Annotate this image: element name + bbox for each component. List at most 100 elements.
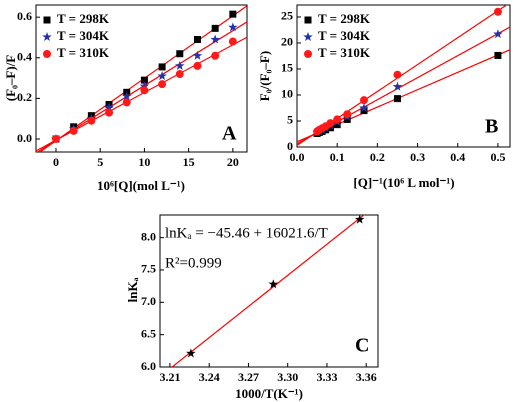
marker <box>359 96 368 105</box>
marker <box>493 29 503 39</box>
y-tick-label: 0.2 <box>17 90 32 104</box>
y-tick-label: 15 <box>281 61 293 75</box>
marker <box>360 107 368 115</box>
marker <box>186 348 196 358</box>
marker <box>210 34 220 44</box>
marker <box>333 121 341 129</box>
marker <box>175 70 184 79</box>
marker <box>392 81 403 91</box>
marker <box>229 10 237 18</box>
y-tick-label: 0 <box>287 139 293 153</box>
y-tick-label: 0.4 <box>17 50 32 64</box>
panel: 0.0 0.1 0.2 0.3 0.4 0.5 0 5 10 15 20 25 [Q]⁻¹(10⁶ L … <box>257 4 511 190</box>
x-tick-label: 0.0 <box>290 150 305 164</box>
y-axis-label: F₀/(F₀–F) <box>257 51 272 101</box>
legend-label: T = 304K <box>57 28 110 43</box>
legend-marker <box>304 50 312 58</box>
fit-line <box>171 215 365 367</box>
marker <box>359 102 369 113</box>
marker <box>139 81 150 91</box>
x-axis-label: 10⁶[Q](mol L⁻¹) <box>97 178 185 193</box>
x-axis-label: 1000/T(K⁻¹) <box>235 386 303 401</box>
marker <box>326 124 334 132</box>
y-tick-label: 7.0 <box>141 294 156 308</box>
legend-label: T = 304K <box>318 28 371 43</box>
marker <box>354 214 365 224</box>
x-tick-label: 3.30 <box>277 370 298 384</box>
x-tick-label: 3.33 <box>316 370 337 384</box>
marker <box>121 91 132 101</box>
y-tick-label: 20 <box>281 35 293 49</box>
plot-frame <box>296 4 511 148</box>
x-tick-label: 0.3 <box>410 150 425 164</box>
marker <box>87 116 96 125</box>
x-tick-label: 3.27 <box>238 370 259 384</box>
marker <box>105 108 114 117</box>
x-tick-label: 0.1 <box>330 150 345 164</box>
marker <box>122 98 131 107</box>
plot-frame <box>159 214 379 368</box>
marker <box>104 102 114 112</box>
x-axis-label: [Q]⁻¹(10⁶ L mol⁻¹) <box>353 175 454 190</box>
marker <box>157 71 167 81</box>
y-tick-label: 0.0 <box>17 131 32 145</box>
panel-letter: B <box>485 116 498 138</box>
marker <box>175 60 185 70</box>
panel-letter: C <box>355 335 369 357</box>
legend-label: T = 310K <box>318 45 371 60</box>
marker <box>393 70 402 79</box>
marker <box>343 110 352 119</box>
marker <box>211 51 220 60</box>
marker <box>393 95 401 103</box>
marker <box>493 7 502 16</box>
legend-marker <box>303 32 313 42</box>
equation: R²=0.999 <box>165 255 222 271</box>
marker <box>333 115 342 124</box>
x-tick-label: 3.21 <box>159 370 180 384</box>
y-axis-label: lnKₐ <box>125 277 140 302</box>
y-tick-label: 10 <box>281 87 293 101</box>
marker <box>228 22 238 32</box>
x-tick-label: 5 <box>97 155 103 169</box>
panel: 3.21 3.24 3.27 3.30 3.33 3.36 6.0 6.5 7.0 7.5 8.0 1… <box>125 214 379 401</box>
legend-marker <box>43 16 51 24</box>
x-tick-label: 15 <box>183 155 195 169</box>
marker <box>211 24 219 32</box>
marker <box>494 51 502 59</box>
x-tick-label: 3.24 <box>199 370 220 384</box>
panel-letter: A <box>222 123 237 145</box>
y-tick-label: 7.5 <box>141 262 156 276</box>
y-tick-label: 6.0 <box>141 359 156 373</box>
y-tick-label: 6.5 <box>141 326 156 340</box>
marker <box>193 36 201 44</box>
x-tick-label: 10 <box>138 155 150 169</box>
marker <box>51 135 60 144</box>
legend-label: T = 298K <box>318 11 371 26</box>
legend-marker <box>304 16 312 24</box>
y-tick-label: 5 <box>287 113 293 127</box>
marker <box>192 50 203 60</box>
marker <box>326 119 335 128</box>
x-tick-label: 0.2 <box>370 150 385 164</box>
y-axis-label: (F₀–F)/F <box>3 55 18 102</box>
marker <box>228 37 237 46</box>
legend-marker <box>42 32 52 42</box>
y-tick-label: 8.0 <box>141 229 156 243</box>
y-tick-label: 0.6 <box>17 9 32 23</box>
legend-marker <box>43 50 51 58</box>
legend-label: T = 310K <box>57 45 110 60</box>
marker <box>343 115 351 123</box>
marker <box>268 279 279 289</box>
marker <box>140 76 148 84</box>
marker <box>158 80 167 89</box>
legend-label: T = 298K <box>57 11 110 26</box>
marker <box>140 86 149 95</box>
marker <box>176 50 184 58</box>
marker <box>69 126 78 135</box>
marker <box>193 61 202 70</box>
x-tick-label: 20 <box>227 155 239 169</box>
x-tick-label: 3.36 <box>356 370 377 384</box>
equation: lnKₐ = −45.46 + 16021.6/T <box>165 225 328 241</box>
plot-frame <box>35 4 248 153</box>
